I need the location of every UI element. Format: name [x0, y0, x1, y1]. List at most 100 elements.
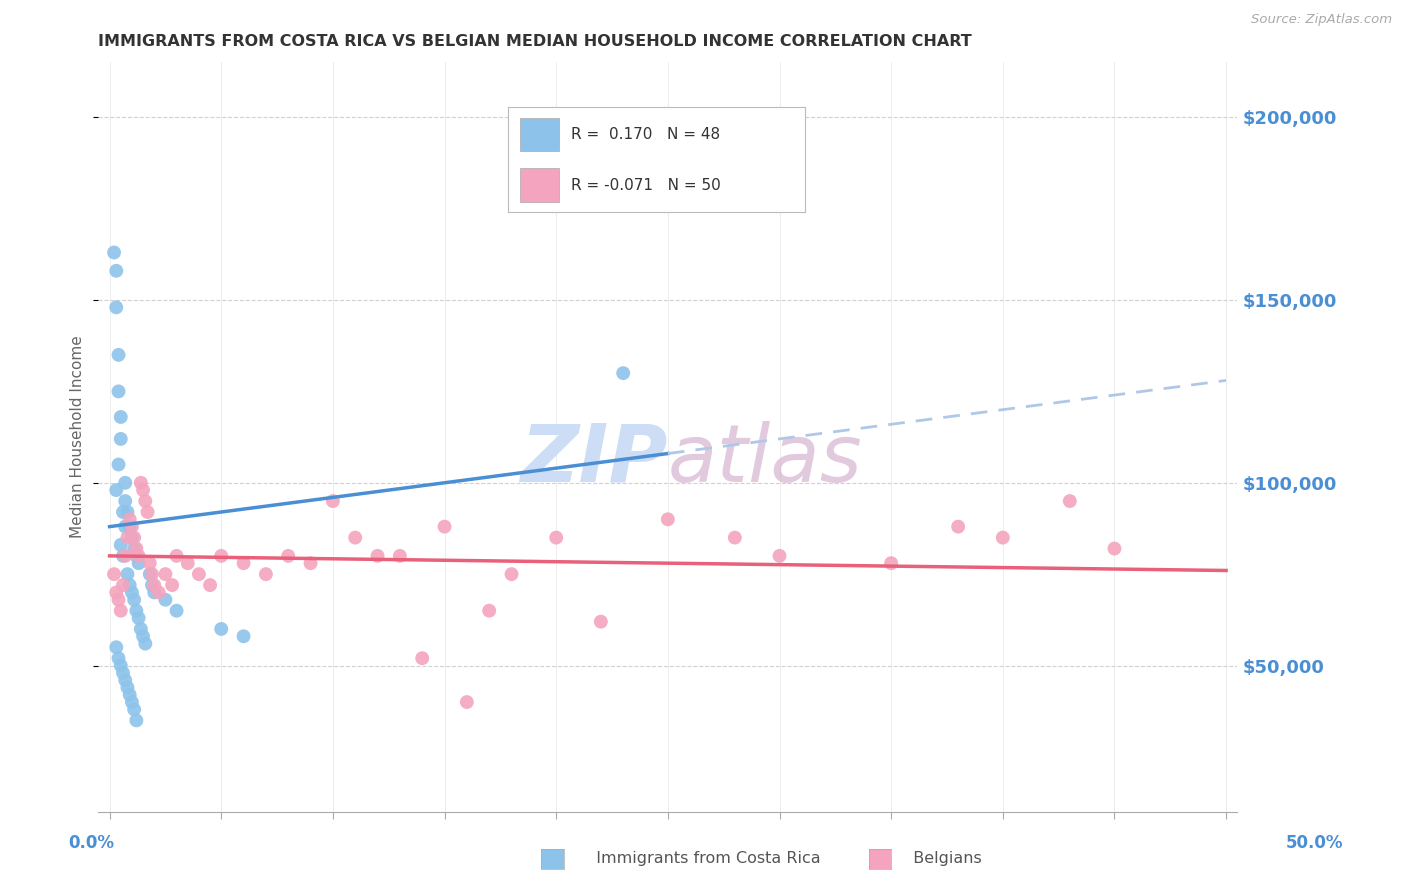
- Point: [768, 549, 790, 563]
- Point: [105, 640, 128, 655]
- Point: [129, 622, 152, 636]
- Point: [456, 695, 478, 709]
- Point: [125, 604, 148, 618]
- Point: [110, 658, 132, 673]
- Point: [114, 494, 136, 508]
- Point: [107, 458, 129, 472]
- Text: Source: ZipAtlas.com: Source: ZipAtlas.com: [1251, 13, 1392, 27]
- Y-axis label: Median Household Income: Median Household Income: [70, 335, 86, 539]
- Point: [139, 556, 162, 570]
- Point: [103, 245, 125, 260]
- Point: [433, 519, 456, 533]
- Text: 0.0%: 0.0%: [69, 834, 114, 852]
- Point: [148, 585, 170, 599]
- Point: [111, 549, 134, 563]
- Point: [139, 567, 162, 582]
- Point: [1059, 494, 1081, 508]
- Point: [117, 531, 139, 545]
- Point: [110, 432, 132, 446]
- Point: [103, 567, 125, 582]
- Point: [132, 629, 155, 643]
- Point: [155, 567, 177, 582]
- Point: [129, 475, 152, 490]
- Point: [111, 665, 134, 680]
- Point: [121, 695, 143, 709]
- Point: [118, 688, 141, 702]
- Point: [134, 494, 156, 508]
- Point: [209, 549, 232, 563]
- Point: [141, 567, 163, 582]
- Point: [107, 651, 129, 665]
- Point: [344, 531, 367, 545]
- Point: [254, 567, 277, 582]
- Point: [166, 549, 188, 563]
- Point: [105, 301, 128, 315]
- Point: [121, 519, 143, 533]
- Point: [125, 714, 148, 728]
- Point: [117, 567, 139, 582]
- Point: [105, 585, 128, 599]
- Point: [155, 592, 177, 607]
- Point: [141, 578, 163, 592]
- Point: [1104, 541, 1126, 556]
- Point: [110, 409, 132, 424]
- Point: [136, 505, 159, 519]
- Text: 50.0%: 50.0%: [1286, 834, 1343, 852]
- Point: [134, 637, 156, 651]
- Point: [122, 541, 145, 556]
- Point: [132, 483, 155, 497]
- Point: [411, 651, 433, 665]
- Point: [724, 531, 747, 545]
- Point: [117, 505, 139, 519]
- Point: [122, 592, 145, 607]
- Point: [118, 519, 141, 533]
- Point: [110, 604, 132, 618]
- Point: [117, 681, 139, 695]
- Point: [299, 556, 322, 570]
- Point: [114, 519, 136, 533]
- Point: [143, 585, 166, 599]
- Point: [501, 567, 523, 582]
- Point: [107, 592, 129, 607]
- Text: ZIP: ZIP: [520, 420, 668, 499]
- Point: [546, 531, 568, 545]
- Point: [388, 549, 411, 563]
- Point: [612, 366, 634, 380]
- Point: [125, 549, 148, 563]
- Point: [114, 549, 136, 563]
- Point: [880, 556, 903, 570]
- Point: [128, 549, 150, 563]
- Point: [657, 512, 679, 526]
- Point: [166, 604, 188, 618]
- Point: [209, 622, 232, 636]
- Point: [128, 611, 150, 625]
- Point: [105, 483, 128, 497]
- Point: [478, 604, 501, 618]
- Point: [118, 578, 141, 592]
- Point: [111, 505, 134, 519]
- Point: [177, 556, 200, 570]
- Point: [114, 673, 136, 687]
- Point: [118, 512, 141, 526]
- Point: [122, 702, 145, 716]
- Point: [125, 541, 148, 556]
- Point: [198, 578, 221, 592]
- Point: [110, 538, 132, 552]
- Point: [111, 578, 134, 592]
- Point: [322, 494, 344, 508]
- Point: [105, 264, 128, 278]
- Point: [121, 585, 143, 599]
- Point: [122, 531, 145, 545]
- Text: IMMIGRANTS FROM COSTA RICA VS BELGIAN MEDIAN HOUSEHOLD INCOME CORRELATION CHART: IMMIGRANTS FROM COSTA RICA VS BELGIAN ME…: [98, 34, 972, 49]
- Point: [946, 519, 969, 533]
- Point: [107, 348, 129, 362]
- Point: [121, 531, 143, 545]
- Point: [187, 567, 209, 582]
- Text: Immigrants from Costa Rica: Immigrants from Costa Rica: [586, 851, 820, 865]
- Point: [991, 531, 1014, 545]
- Point: [128, 556, 150, 570]
- Point: [232, 629, 254, 643]
- Point: [107, 384, 129, 399]
- Point: [160, 578, 183, 592]
- Text: Belgians: Belgians: [903, 851, 981, 865]
